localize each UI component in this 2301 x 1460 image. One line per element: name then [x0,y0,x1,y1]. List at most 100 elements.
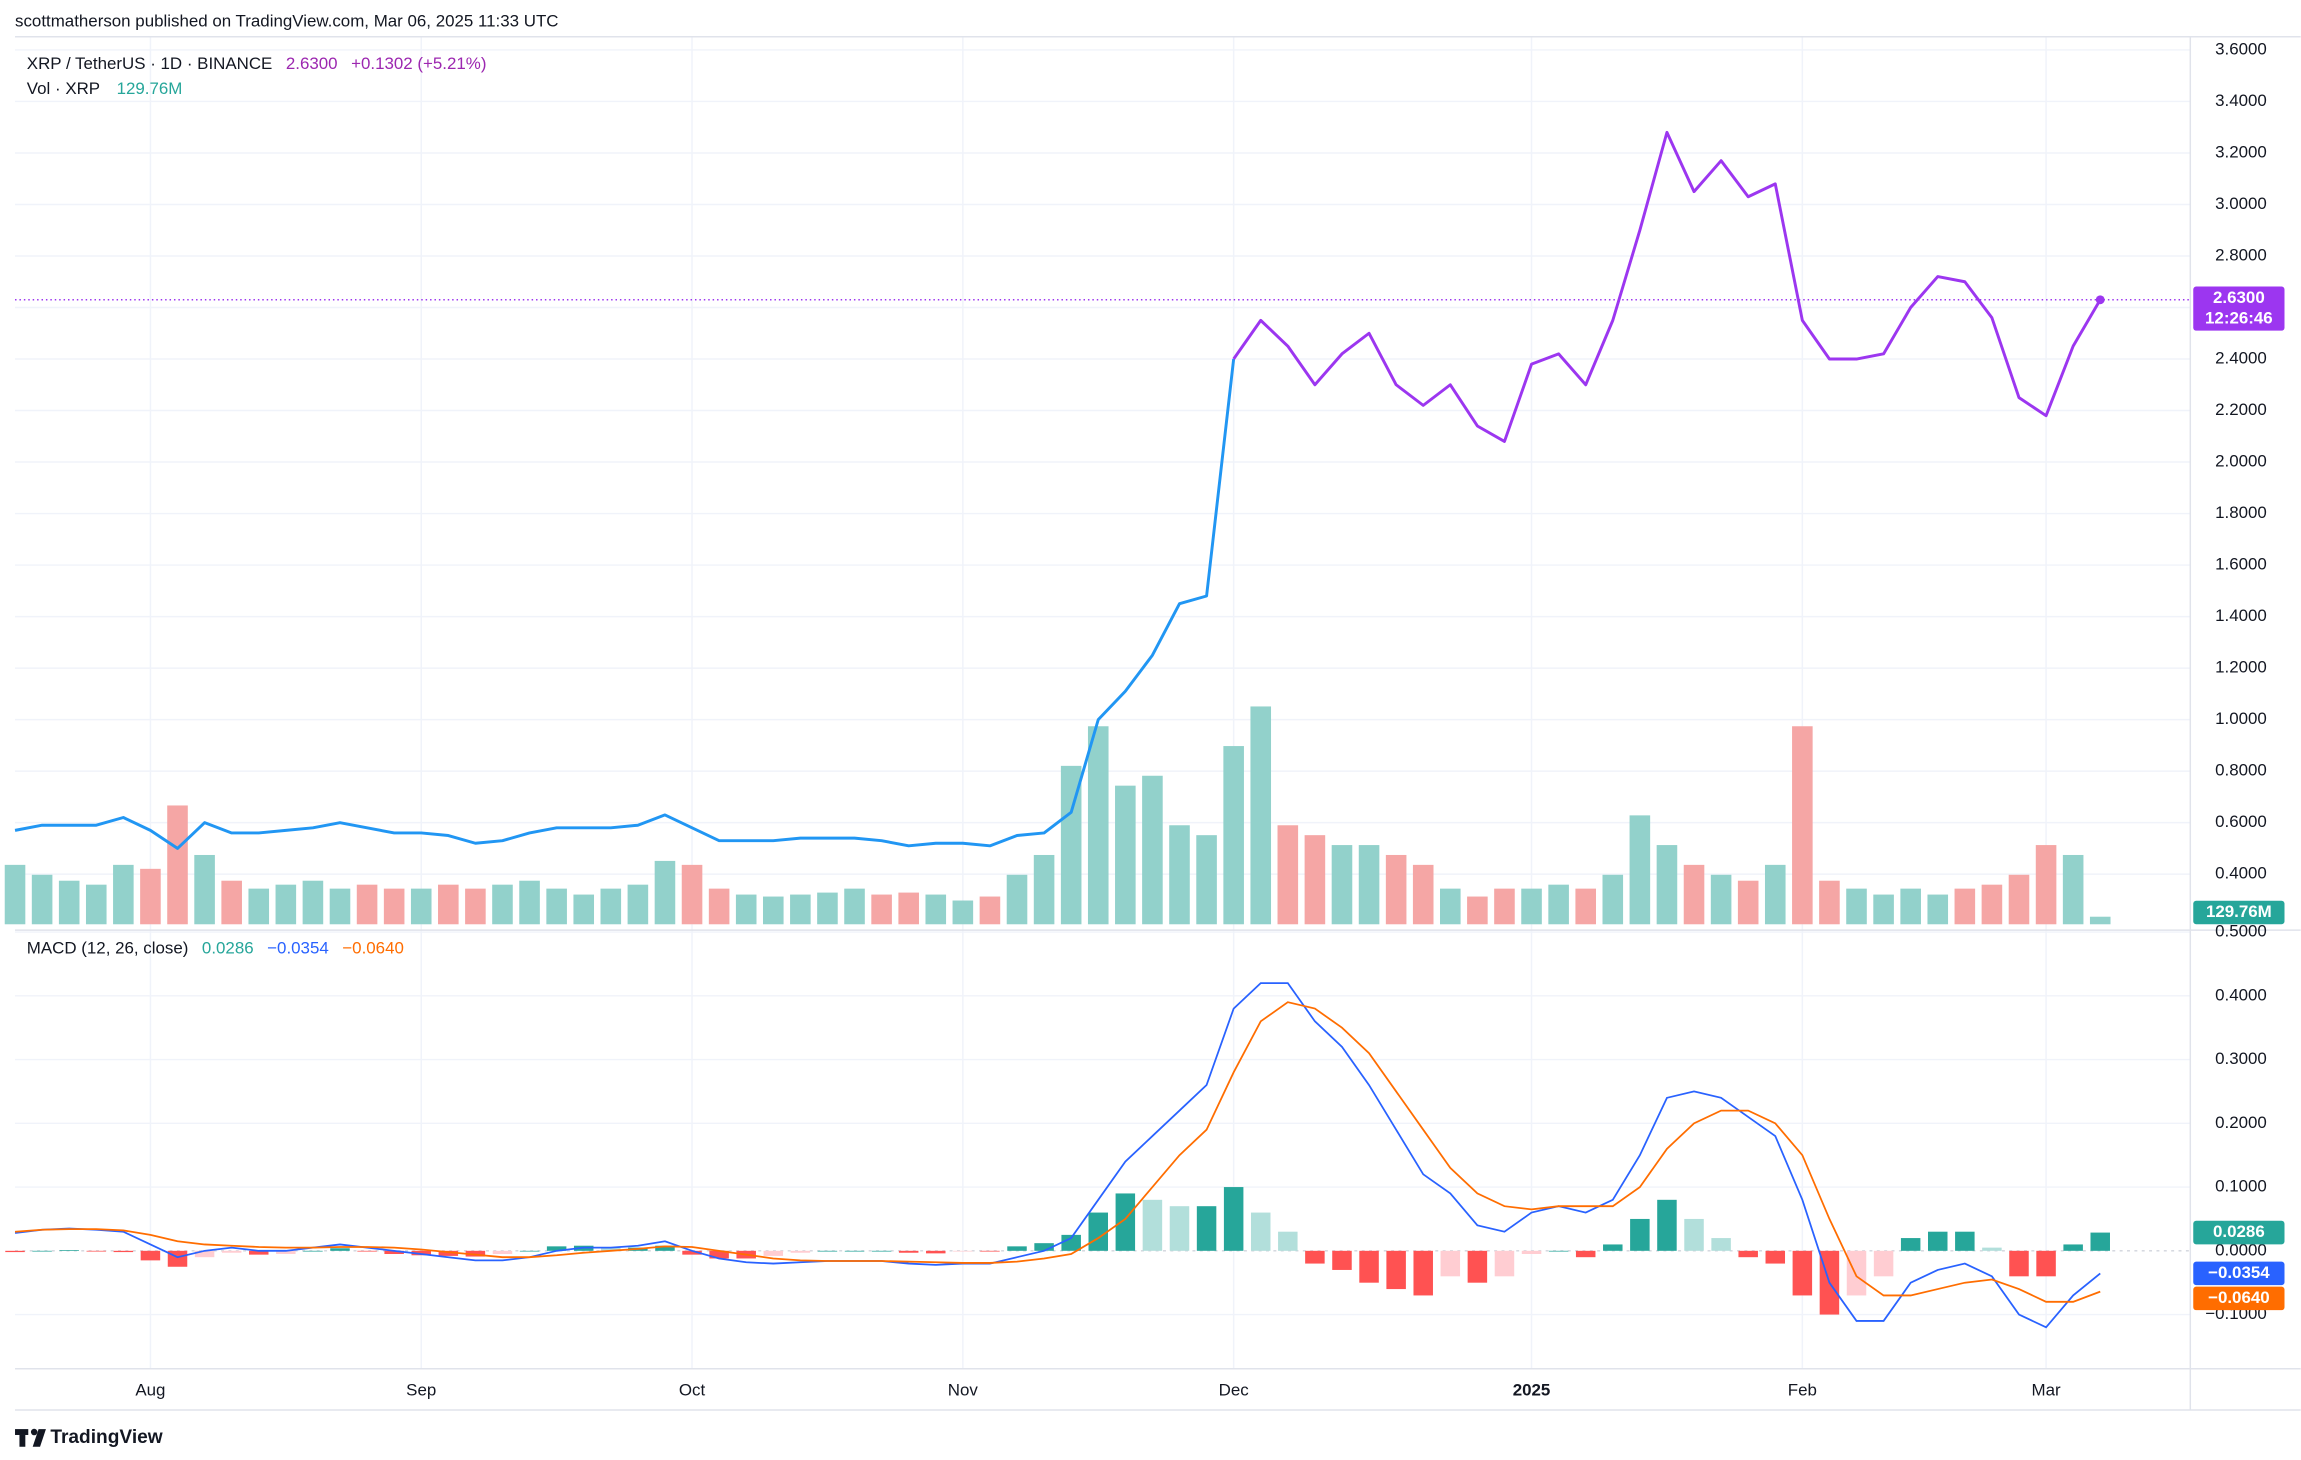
y-tick-label: 1.8000 [2215,503,2267,522]
volume-bar [1683,864,1705,925]
marks: 0.4000 0.6000 0.8000 1.0000 1.2000 1.4000 1.60… [4,39,2267,1399]
volume-bar [1250,706,1272,925]
y-tick-label: 1.4000 [2215,606,2267,625]
volume-bar [681,864,703,925]
volume-bar [221,880,242,925]
histogram-bar [86,1250,107,1252]
volume-bar [1358,845,1380,925]
volume-bar [383,888,405,925]
volume-bar [1223,746,1244,925]
volume-bar [790,894,811,925]
histogram-bar [655,1245,675,1251]
histogram-bar [926,1250,946,1254]
volume-bar [492,884,513,925]
axis-tag [2193,1261,2285,1286]
volume-bar [1954,888,1976,925]
volume-legend: Vol · XRP 129.76M [27,79,183,98]
volume-bar [952,900,974,925]
histogram-bar [1873,1250,1894,1277]
volume-bar [194,854,215,925]
histogram-value: 0.0286 [202,939,254,958]
volume-bar [844,888,865,925]
volume-bar [1846,888,1867,925]
y-tick-label: 2.2000 [2215,400,2267,419]
volume-bar [1196,835,1217,925]
macd-value: −0.0354 [267,939,329,958]
footer: TradingView [50,1427,162,1448]
histogram-bar [1115,1193,1136,1251]
last-value: 2.6300 [286,54,338,73]
x-tick-label: Aug [135,1380,165,1399]
histogram-bar [1196,1206,1217,1251]
volume-bar [85,884,107,925]
volume-bar [1494,888,1515,925]
histogram-bar [763,1250,784,1256]
y-tick-label: 0.5000 [2215,922,2267,941]
y-tick-label: 0.4000 [2215,985,2267,1004]
histogram-bar [1467,1250,1488,1283]
volume-bar [1981,884,2003,925]
histogram-bar [492,1250,513,1255]
histogram-bar [2063,1244,2083,1251]
histogram-bar [438,1250,459,1256]
histogram-bar [709,1250,729,1259]
volume-title: Vol · XRP [27,79,100,98]
volume-bar [140,868,161,925]
y-tick-label: 3.4000 [2215,91,2267,110]
histogram-bar [980,1250,1000,1252]
volume-bar [871,894,892,925]
volume-bar [600,888,622,925]
histogram-bar [1413,1250,1433,1296]
histogram-bar [1250,1212,1271,1251]
volume-bar [1819,880,1840,925]
volume-bar [438,884,459,925]
histogram-bar [1792,1250,1813,1296]
y-tick-label: 0.4000 [2215,864,2267,883]
signal-line [14,1001,2101,1303]
axis-tag-text: 12:26:46 [2205,308,2273,327]
histogram-bar [1305,1250,1325,1264]
volume-bar [410,888,432,925]
volume-bar [1033,854,1055,925]
volume-bar [1467,896,1488,925]
histogram-bar [1765,1250,1786,1264]
volume-bar [465,888,486,925]
footer-logo [15,1428,46,1447]
axis-tag-text: −0.0640 [2208,1288,2270,1307]
header: scottmatherson published on TradingView.… [15,12,559,31]
volume-bar [1792,726,1813,925]
volume-bar [817,892,838,925]
histogram-bar [1142,1199,1163,1251]
volume-bar [356,884,378,925]
volume-bar [654,860,676,925]
volume-bar [708,888,730,925]
histogram-bar [1548,1250,1569,1252]
histogram-bar [2090,1232,2110,1251]
y-tick-label: 2.4000 [2215,348,2267,367]
y-tick-label: 1.6000 [2215,555,2267,574]
last-price-dot [2095,295,2105,305]
volume-bar [2089,916,2111,925]
volume-bar [1006,874,1028,925]
histogram-bar [1738,1250,1758,1258]
histogram-bar [682,1250,702,1255]
volume-bar [113,864,134,925]
volume-bar [1656,845,1678,925]
histogram-bar [790,1250,811,1253]
histogram-bar [1332,1250,1352,1270]
histogram-bar [1169,1206,1190,1251]
histogram-bar [1278,1231,1298,1251]
volume-bar [1169,825,1190,925]
y-tick-label: 1.2000 [2215,658,2267,677]
histogram-bar [817,1250,838,1252]
histogram-bar [113,1250,134,1253]
volume-bar [1412,864,1434,925]
volume-bar [275,884,297,925]
histogram-bar [1440,1250,1461,1277]
histogram-bar [519,1250,540,1252]
signal-value: −0.0640 [342,939,404,958]
volume-bar [31,874,53,925]
histogram-bar [1603,1244,1623,1251]
